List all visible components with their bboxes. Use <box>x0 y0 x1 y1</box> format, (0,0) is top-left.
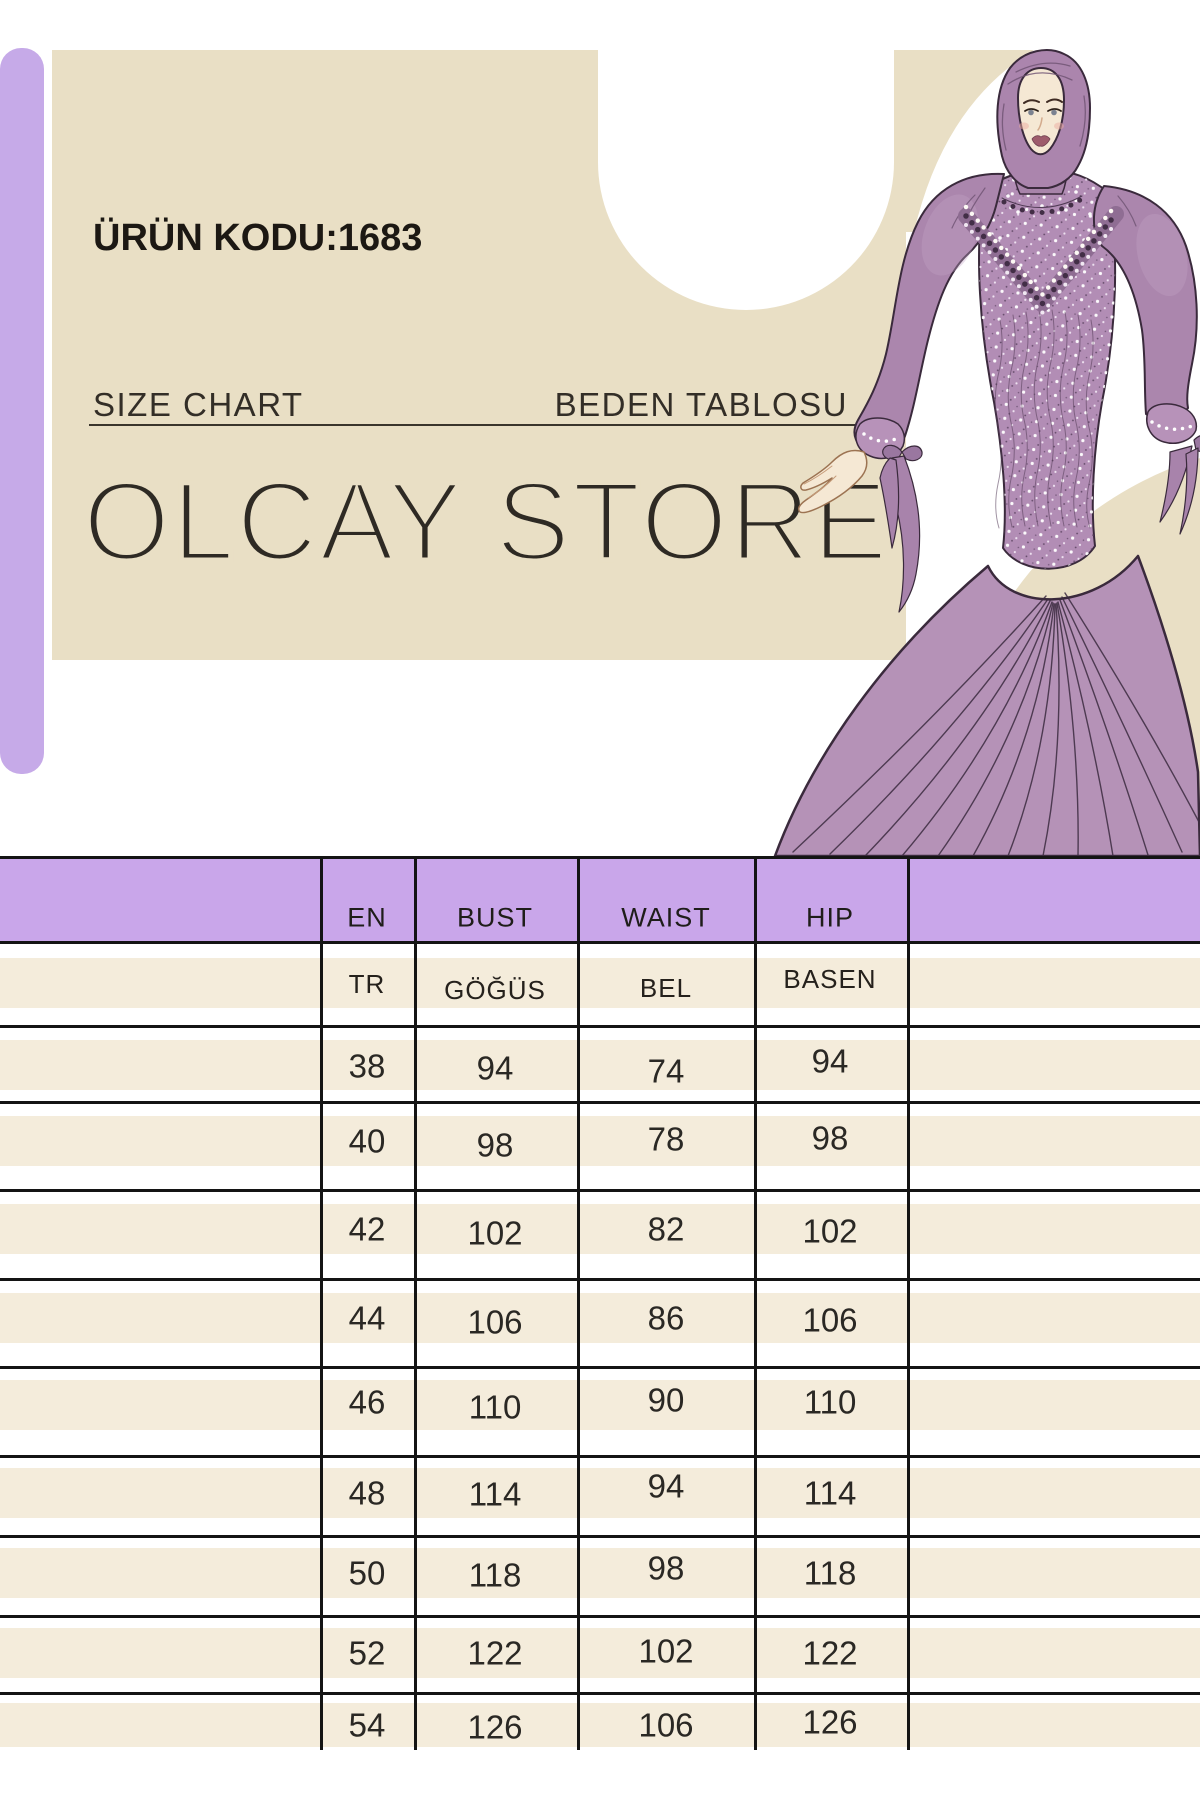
bust-cell: 122 <box>467 1634 523 1672</box>
store-name: OLCAY STORE <box>80 459 890 584</box>
bust-cell: 106 <box>467 1303 523 1341</box>
table-horizontal-line <box>0 1366 1200 1369</box>
table-vertical-line <box>414 856 417 1750</box>
waist-cell: 82 <box>647 1210 685 1248</box>
bust-cell: 118 <box>468 1556 522 1594</box>
size-table: EN BUST WAIST HIP TR GÖĞÜS BEL BASEN 38 9… <box>0 856 1200 1800</box>
waist-cell: 102 <box>638 1632 694 1670</box>
bust-cell: 114 <box>468 1475 522 1513</box>
size-chart-label-tr: BEDEN TABLOSU <box>554 386 848 423</box>
table-horizontal-line <box>0 1615 1200 1618</box>
face <box>1018 68 1064 155</box>
beige-wedge <box>894 50 1034 232</box>
table-horizontal-line <box>0 856 1200 859</box>
hip-cell: 98 <box>811 1119 849 1157</box>
waist-cell: 106 <box>638 1706 694 1744</box>
waist-cell: 78 <box>647 1120 685 1158</box>
table-header-row <box>0 856 1200 944</box>
size-cell: 52 <box>348 1634 386 1672</box>
table-vertical-line <box>907 856 910 1750</box>
hip-cell: 114 <box>803 1474 857 1512</box>
waist-cell: 86 <box>647 1299 685 1337</box>
table-vertical-line <box>577 856 580 1750</box>
hip-cell: 118 <box>803 1554 857 1592</box>
table-horizontal-line <box>0 1455 1200 1458</box>
tr-header-band <box>0 958 1200 1008</box>
waist-cell: 98 <box>647 1549 685 1587</box>
size-chart-label-en: SIZE CHART <box>93 386 304 423</box>
lips <box>1031 135 1051 147</box>
hip-cell: 126 <box>802 1703 858 1741</box>
table-row <box>0 1703 1200 1747</box>
size-cell: 50 <box>348 1554 386 1592</box>
hip-cell: 110 <box>803 1383 857 1421</box>
table-row <box>0 1293 1200 1343</box>
table-vertical-line <box>754 856 757 1750</box>
hip-cell: 102 <box>802 1212 858 1250</box>
size-cell: 44 <box>348 1299 386 1337</box>
hip-cell: 122 <box>802 1634 858 1672</box>
hero-section: ÜRÜN KODU:1683 SIZE CHART BEDEN TABLOSU … <box>0 0 1200 856</box>
product-code: ÜRÜN KODU:1683 <box>93 217 423 259</box>
waist-cell: 90 <box>647 1381 685 1419</box>
white-capsule-cutout <box>598 50 894 310</box>
dress-illustration <box>773 49 1200 856</box>
size-cell: 54 <box>348 1706 386 1744</box>
size-cell: 48 <box>348 1474 386 1512</box>
column-header-waist-tr: BEL <box>639 973 693 1003</box>
table-vertical-line <box>320 856 323 1750</box>
column-header-bust-tr: GÖĞÜS <box>444 975 546 1005</box>
table-row <box>0 1380 1200 1430</box>
column-header-size: EN <box>347 902 387 933</box>
table-horizontal-line <box>0 1535 1200 1538</box>
table-row <box>0 1204 1200 1254</box>
table-horizontal-line <box>0 1025 1200 1028</box>
left-accent-bar <box>0 48 44 774</box>
bust-cell: 102 <box>467 1214 523 1252</box>
right-ribbons <box>1159 445 1193 523</box>
size-cell: 38 <box>348 1047 386 1085</box>
hip-cell: 106 <box>802 1301 858 1339</box>
table-row <box>0 1548 1200 1598</box>
waist-cell: 74 <box>647 1052 685 1090</box>
chart-labels-row: SIZE CHART BEDEN TABLOSU <box>93 388 848 421</box>
bust-cell: 126 <box>467 1708 523 1746</box>
table-horizontal-line <box>0 1692 1200 1695</box>
chart-underline <box>89 424 855 426</box>
bust-cell: 98 <box>476 1126 514 1164</box>
table-row <box>0 1468 1200 1518</box>
bust-cell: 94 <box>476 1049 514 1087</box>
bust-cell: 110 <box>468 1388 522 1426</box>
waist-cell: 94 <box>647 1467 685 1505</box>
table-horizontal-line <box>0 941 1200 944</box>
size-cell: 42 <box>348 1210 386 1248</box>
table-horizontal-line <box>0 1189 1200 1192</box>
column-header-hip-tr: BASEN <box>783 964 877 994</box>
column-header-waist: WAIST <box>621 902 711 933</box>
table-row <box>0 1628 1200 1678</box>
table-horizontal-line <box>0 1278 1200 1281</box>
table-row <box>0 1116 1200 1166</box>
column-header-bust: BUST <box>456 902 534 933</box>
size-cell: 40 <box>348 1122 386 1160</box>
column-header-size-tr: TR <box>348 969 386 999</box>
table-row <box>0 1040 1200 1090</box>
hip-cell: 94 <box>811 1042 849 1080</box>
size-cell: 46 <box>348 1383 386 1421</box>
table-horizontal-line <box>0 1101 1200 1104</box>
column-header-hip: HIP <box>805 902 855 933</box>
